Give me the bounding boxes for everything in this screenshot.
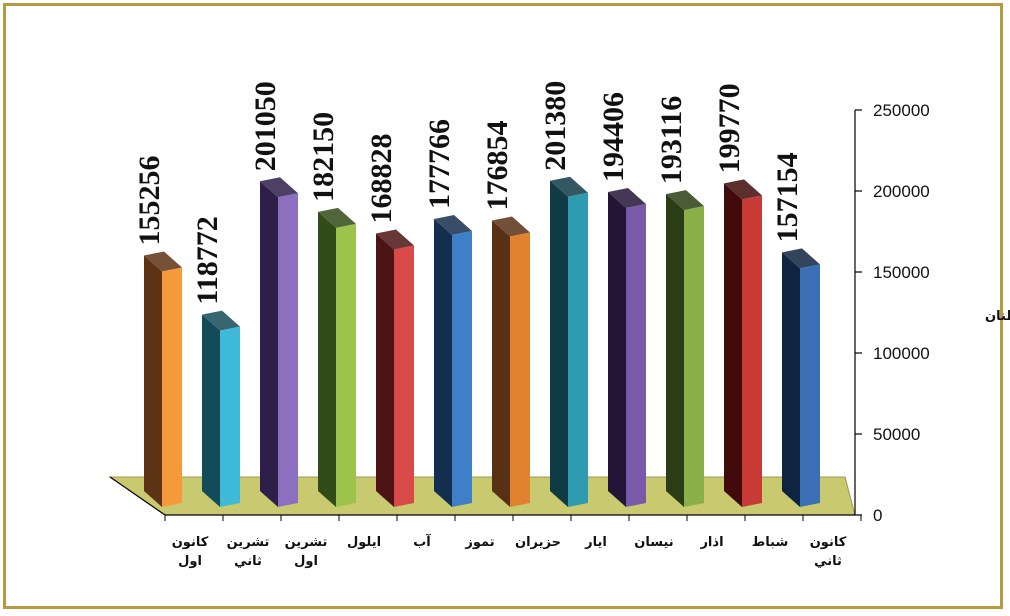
bar-top-3 xyxy=(260,177,298,198)
data-label-2: 118772 xyxy=(191,216,224,304)
y-tick-label: 0 xyxy=(873,506,882,525)
bar-side-11 xyxy=(724,183,742,507)
floor-edge xyxy=(109,476,166,516)
data-label-6: 177766 xyxy=(423,119,456,209)
x-tick-label: ايلول xyxy=(347,535,381,550)
bar-side-1 xyxy=(144,255,162,507)
x-tick-label: كانون xyxy=(810,535,847,550)
data-label-5: 168828 xyxy=(365,133,398,223)
bar-7 xyxy=(510,232,530,507)
x-tick-label: نيسان xyxy=(634,535,673,550)
x-tick-label: ثاني xyxy=(814,554,842,569)
data-label-10: 193116 xyxy=(655,96,688,184)
bar-top-11 xyxy=(724,179,762,200)
bar-top-1 xyxy=(144,251,182,272)
data-label-11: 199770 xyxy=(713,83,746,173)
x-tick-label: شباط xyxy=(752,535,788,550)
x-tick-label: اذار xyxy=(699,535,723,550)
data-label-4: 182150 xyxy=(307,112,340,202)
data-label-7: 176854 xyxy=(481,120,514,210)
y-tick-label: 150000 xyxy=(873,263,930,282)
bar-10 xyxy=(684,206,704,507)
bar-top-8 xyxy=(550,176,588,197)
bar-4 xyxy=(336,223,356,508)
bar-2 xyxy=(220,326,240,507)
bar-12 xyxy=(800,264,820,507)
bar-top-7 xyxy=(492,216,530,237)
bar-3 xyxy=(278,193,298,507)
data-label-8: 201380 xyxy=(539,81,572,171)
x-tick-label: ثاني xyxy=(234,554,262,569)
y-tick-label: 100000 xyxy=(873,344,930,363)
bar-top-12 xyxy=(782,248,820,269)
bar-top-4 xyxy=(318,207,356,228)
bar-side-9 xyxy=(608,192,626,507)
bar-side-7 xyxy=(492,220,510,507)
bar-top-10 xyxy=(666,190,704,211)
bar-9 xyxy=(626,204,646,507)
bar-top-2 xyxy=(202,310,240,331)
y-tick-label: 50000 xyxy=(873,425,920,444)
x-tick-label: اول xyxy=(294,554,318,569)
bar-8 xyxy=(568,192,588,507)
bar-side-10 xyxy=(666,194,684,507)
x-tick-label: ايار xyxy=(584,535,607,550)
bar-5 xyxy=(394,245,414,507)
bar-6 xyxy=(452,231,472,507)
bar-side-2 xyxy=(202,314,220,507)
bar-side-8 xyxy=(550,180,568,507)
data-label-3: 201050 xyxy=(249,81,282,171)
bar-side-5 xyxy=(376,233,394,507)
bar-top-9 xyxy=(608,188,646,209)
x-tick-label: كانون xyxy=(172,535,209,550)
x-tick-label: تشرين xyxy=(227,535,270,550)
y-tick-label: 200000 xyxy=(873,182,930,201)
bar-side-6 xyxy=(434,219,452,507)
x-tick-label: اول xyxy=(178,554,202,569)
bar-11 xyxy=(742,195,762,507)
bar-side-12 xyxy=(782,252,800,507)
x-tick-label: تموز xyxy=(464,535,494,550)
bar-side-3 xyxy=(260,181,278,507)
x-tick-label: آب xyxy=(413,533,431,550)
bar-top-5 xyxy=(376,229,414,250)
bar-1 xyxy=(162,267,182,507)
data-label-1: 155256 xyxy=(133,155,166,245)
y-axis-label: عدد الاطنان xyxy=(985,309,1010,324)
data-label-9: 194406 xyxy=(597,92,630,182)
data-label-12: 157154 xyxy=(771,152,804,242)
y-tick-label: 250000 xyxy=(873,101,930,120)
x-tick-label: حزيران xyxy=(515,535,561,550)
x-tick-label: تشرين xyxy=(285,535,328,550)
bar-top-6 xyxy=(434,215,472,236)
bar-side-4 xyxy=(318,211,336,508)
